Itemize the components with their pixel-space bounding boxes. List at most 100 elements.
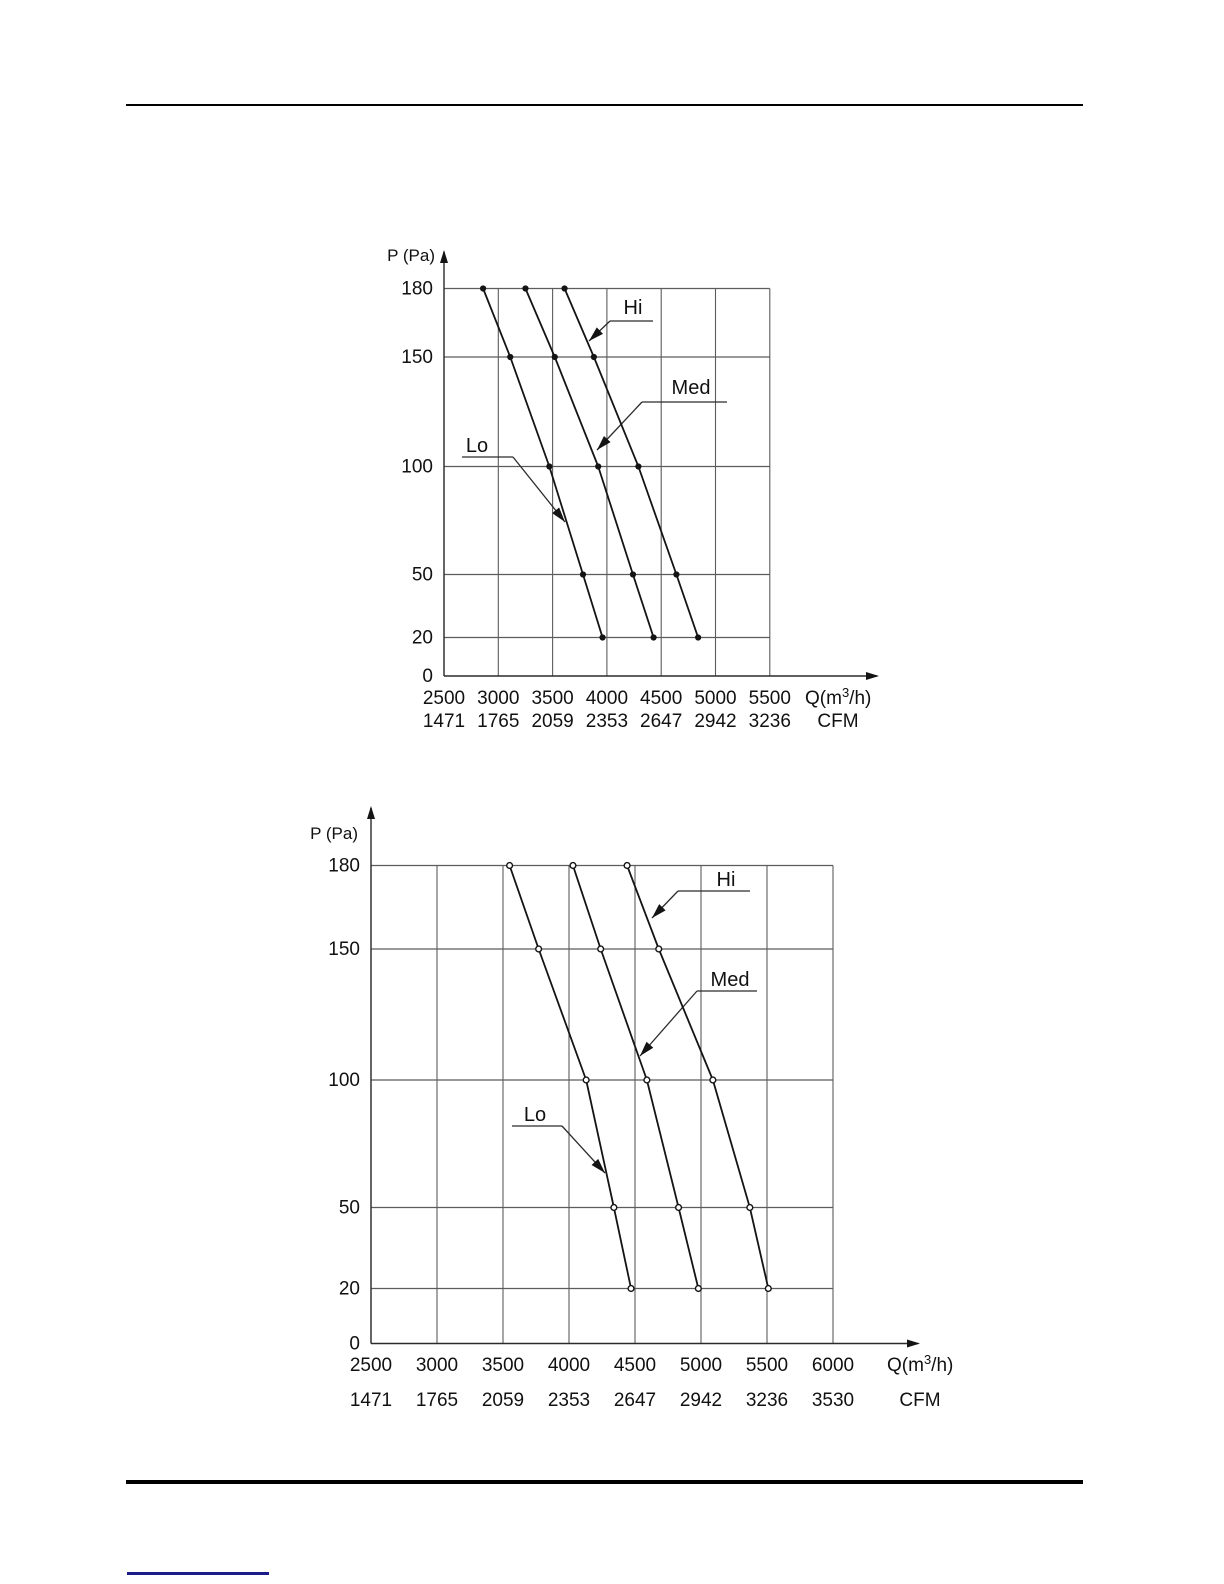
y-axis-title: P (Pa) [387,246,435,265]
x-tick-label-cfm: 3236 [746,1390,788,1411]
data-point-dot [650,634,657,641]
x-tick-label-m3h: 6000 [812,1355,854,1376]
x-tick-label-m3h: 4500 [614,1355,656,1376]
y-tick-label: 20 [412,628,433,649]
data-point-circle [746,1203,754,1212]
x-tick-label-m3h: 5000 [694,688,736,709]
data-point-dot [595,463,602,470]
y-tick-label: 150 [328,939,360,960]
x-tick-label-cfm: 3236 [749,711,791,732]
y-tick-label: 0 [349,1334,360,1355]
y-tick-label: 50 [412,565,433,586]
data-point-circle [506,861,514,870]
x-tick-label-m3h: 2500 [423,688,465,709]
data-point-circle [709,1076,717,1084]
data-point-dot [522,285,529,292]
y-axis-arrow-icon [440,250,448,263]
data-point-circle [623,861,631,870]
curve-lo [482,288,604,638]
data-point-circle [535,945,543,953]
data-point-dot [590,353,597,361]
header-rule [126,104,1083,106]
series-label-med: Med [672,377,711,399]
data-point-dot [635,463,642,470]
x-tick-label-cfm: 2647 [614,1390,656,1411]
data-point-dot [479,285,487,292]
x-axis-unit-label-cfm: CFM [899,1390,940,1411]
data-point-circle [569,861,577,870]
x-tick-label-m3h: 5000 [680,1355,722,1376]
y-tick-label: 180 [401,279,433,300]
y-tick-label: 180 [328,856,360,877]
x-tick-label-cfm: 1765 [416,1390,458,1411]
data-point-circle [582,1076,590,1084]
series-label-lo: Lo [466,435,488,457]
data-point-circle [655,945,663,953]
series-label-arrow-icon [589,327,603,341]
y-tick-label: 20 [339,1279,360,1300]
data-point-circle [764,1284,772,1293]
data-point-circle [643,1076,651,1084]
x-tick-label-m3h: 2500 [350,1355,392,1376]
data-point-circle [674,1203,683,1212]
x-tick-label-m3h: 4000 [586,688,628,709]
series-label-arrow-icon [640,1041,654,1056]
x-tick-label-m3h: 3000 [416,1355,458,1376]
data-point-circle [694,1284,702,1293]
data-point-dot [599,634,606,641]
data-point-dot [551,353,558,361]
x-axis-arrow-icon [907,1339,920,1348]
y-axis-arrow-icon [367,806,375,819]
y-axis-title: P (Pa) [310,824,358,843]
x-tick-label-cfm: 1471 [423,711,465,732]
x-tick-label-m3h: 5500 [746,1355,788,1376]
series-label-hi: Hi [717,869,736,891]
x-tick-label-m3h: 4000 [548,1355,590,1376]
x-tick-label-cfm: 2353 [586,711,628,732]
x-tick-label-cfm: 2353 [548,1390,590,1411]
x-axis-arrow-icon [866,672,879,680]
data-point-dot [507,353,514,361]
y-tick-label: 100 [401,457,433,478]
y-tick-label: 150 [401,347,433,368]
x-tick-label-m3h: 4500 [640,688,682,709]
x-tick-label-m3h: 3000 [477,688,519,709]
x-axis-unit-label-cfm: CFM [817,711,858,732]
x-axis-unit-label: Q(m3/h) [805,685,871,709]
x-tick-label-cfm: 1471 [350,1390,392,1411]
curve-hi [563,288,699,638]
x-tick-label-cfm: 2059 [482,1390,524,1411]
series-label-arrow-icon [552,507,565,522]
footer-rule [126,1480,1083,1484]
data-point-dot [561,285,568,292]
x-tick-label-cfm: 3530 [812,1390,854,1411]
x-tick-label-cfm: 2942 [680,1390,722,1411]
curve-lo [508,865,632,1289]
series-label-arrow-icon [597,435,611,450]
x-tick-label-cfm: 2059 [531,711,573,732]
data-point-dot [629,571,637,578]
x-tick-label-m3h: 3500 [531,688,573,709]
series-label-lo: Lo [524,1104,546,1126]
y-tick-label: 50 [339,1198,360,1219]
x-tick-label-cfm: 2942 [694,711,736,732]
series-label-arrow-icon [591,1158,605,1173]
curve-med [572,865,700,1289]
data-point-dot [579,571,587,578]
y-tick-label: 0 [422,666,433,687]
x-tick-label-cfm: 1765 [477,711,519,732]
data-point-dot [695,634,702,641]
data-point-dot [673,571,680,578]
series-label-arrow-icon [652,904,666,918]
footer-link-underline[interactable] [127,1572,269,1575]
x-tick-label-m3h: 3500 [482,1355,524,1376]
x-axis-unit-label: Q(m3/h) [887,1352,953,1376]
data-point-circle [627,1284,635,1293]
data-point-circle [610,1203,618,1212]
x-tick-label-cfm: 2647 [640,711,682,732]
series-label-hi: Hi [624,297,643,319]
